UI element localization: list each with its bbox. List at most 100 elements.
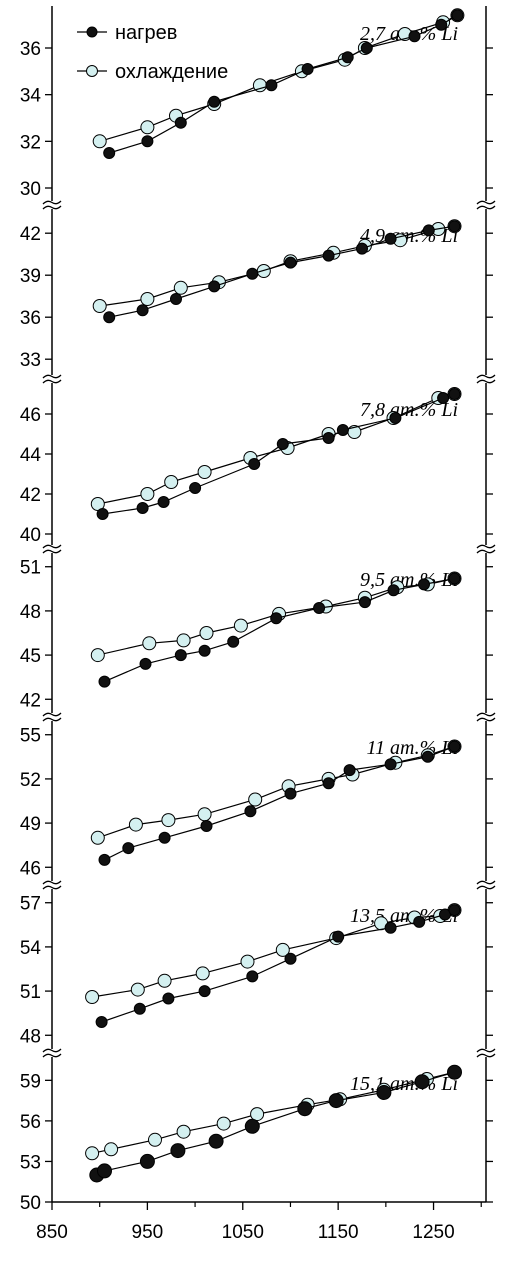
cooling-point <box>104 1142 119 1157</box>
heating-point <box>246 267 259 280</box>
y-tick-label: 52 <box>20 770 41 791</box>
axis-break-mark-right <box>476 374 496 379</box>
heating-point <box>248 458 261 470</box>
heating-point <box>422 224 435 237</box>
heating-point <box>435 18 448 31</box>
y-tick-label: 45 <box>20 646 41 667</box>
axis-break-mark-left <box>42 880 62 885</box>
y-tick-label: 34 <box>20 86 42 107</box>
cooling-point <box>197 807 212 822</box>
heating-point <box>103 311 116 324</box>
heating-point <box>244 805 257 818</box>
cooling-point <box>85 1146 100 1161</box>
y-tick-label: 53 <box>20 1152 41 1173</box>
heating-point <box>189 482 202 494</box>
cooling-point <box>233 618 248 633</box>
axis-break-mark-left <box>42 374 62 379</box>
heating-point <box>265 79 278 92</box>
heating-point <box>98 675 111 688</box>
cooling-point <box>195 966 210 981</box>
axis-break-gap <box>476 375 496 383</box>
x-tick-label: 950 <box>132 1222 164 1243</box>
cooling-point <box>140 120 155 135</box>
cooling-point <box>157 973 172 988</box>
cooling-point <box>140 487 155 501</box>
axis-break-gap <box>476 545 496 553</box>
y-tick-label: 36 <box>20 39 41 60</box>
y-tick-label: 50 <box>20 1193 41 1214</box>
cooling-point <box>173 280 188 295</box>
cooling-point <box>148 1132 162 1147</box>
heating-point <box>276 438 289 450</box>
cooling-point <box>128 817 143 832</box>
y-tick-label: 48 <box>20 602 41 623</box>
axis-break-gap <box>476 201 496 209</box>
x-tick-label: 1150 <box>318 1222 359 1243</box>
y-tick-label: 51 <box>20 558 41 579</box>
heating-point <box>98 853 111 866</box>
heating-point <box>384 232 397 245</box>
heating-point <box>301 63 314 75</box>
legend-heating-marker <box>86 26 98 38</box>
cooling-point <box>197 465 212 479</box>
heating-point <box>97 1163 112 1179</box>
axis-break-gap <box>476 1049 496 1057</box>
legend-cooling-marker <box>86 65 98 77</box>
axis-break-mark-left <box>42 717 62 722</box>
y-tick-label: 39 <box>20 266 41 287</box>
y-tick-label: 49 <box>20 814 41 835</box>
heating-point <box>284 952 297 965</box>
cooling-point <box>130 982 145 997</box>
heating-point <box>200 820 213 832</box>
heating-point <box>174 116 187 129</box>
axis-break-mark-right <box>476 880 496 885</box>
axis-break-mark-right <box>476 544 496 549</box>
cooling-point <box>240 954 255 969</box>
heating-point <box>343 764 356 777</box>
axis-break-mark-right <box>476 1053 496 1058</box>
axis-break-mark-right <box>476 1048 496 1053</box>
heating-point <box>356 242 368 255</box>
panel-label: 11 ат.% Li <box>366 737 458 759</box>
heating-point <box>328 1093 344 1109</box>
y-tick-label: 46 <box>20 405 41 426</box>
heating-point <box>122 842 135 855</box>
cooling-point <box>176 633 191 648</box>
heating-point <box>447 1064 462 1080</box>
heating-point <box>451 9 464 22</box>
axes-frame <box>42 6 496 1202</box>
heating-point <box>332 930 345 943</box>
heating-point <box>448 904 461 917</box>
heating-point <box>227 635 240 648</box>
heating-point <box>448 740 461 753</box>
heating-point <box>358 596 371 609</box>
cooling-point <box>92 299 107 313</box>
heating-point <box>136 304 149 317</box>
heating-point <box>141 135 154 148</box>
axis-break-gap <box>42 881 62 889</box>
axis-break-mark-right <box>476 712 496 717</box>
axis-break-gap <box>42 375 62 383</box>
heating-point <box>208 1133 224 1149</box>
panel-3: 40 42 44 46 7,8 ат.% Li <box>20 387 493 546</box>
axis-break-gap <box>476 881 496 889</box>
heating-point <box>208 280 221 293</box>
heating-point <box>448 388 461 400</box>
heating-point <box>198 985 211 998</box>
heating-point <box>136 502 149 514</box>
x-tick-label: 1250 <box>412 1222 454 1243</box>
cooling-point <box>142 636 157 651</box>
heating-point <box>162 992 175 1005</box>
cooling-point <box>176 1124 191 1139</box>
heating-series-line <box>104 577 455 683</box>
y-tick-label: 51 <box>20 982 41 1003</box>
y-tick-label: 56 <box>20 1112 41 1133</box>
heating-point <box>387 584 400 597</box>
heating-point <box>322 432 335 444</box>
heating-point <box>448 220 461 233</box>
y-tick-label: 59 <box>20 1071 41 1092</box>
